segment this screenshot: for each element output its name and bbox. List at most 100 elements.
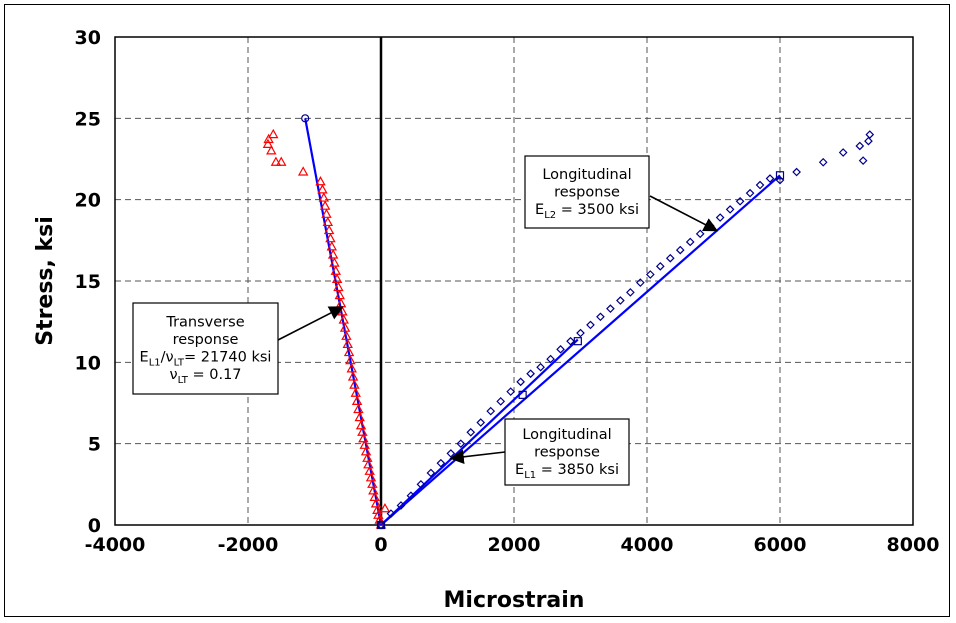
data-point-triangle (355, 420, 367, 430)
data-point-triangle (372, 504, 383, 514)
data-point-diamond (556, 344, 565, 354)
data-point-diamond (745, 188, 755, 198)
data-point-triangle (354, 411, 365, 422)
plot-area-border (114, 36, 914, 526)
fit-line (380, 174, 781, 526)
fit-line (380, 338, 579, 526)
data-point-triangle (263, 133, 274, 144)
data-point-triangle (270, 156, 282, 166)
data-point-diamond (645, 270, 655, 279)
data-point-diamond (386, 509, 396, 518)
annotation-text: Transverse (165, 315, 244, 331)
x-tick-label: 4000 (621, 534, 674, 556)
data-point-triangle (330, 265, 342, 275)
data-point-diamond (792, 167, 801, 177)
data-point-triangle (360, 446, 372, 456)
data-point-triangle (369, 491, 380, 501)
data-point-diamond (675, 245, 685, 255)
axes: -4000 -2000 0 2000 4000 6000 8000 0 5 10 15 20 25 30 (75, 27, 940, 556)
data-point-triangle (367, 478, 378, 488)
annotation-box (524, 155, 650, 229)
data-point-triangle (334, 289, 345, 300)
annotation-text: νLT = 0.17 (169, 367, 241, 386)
y-tick-label: 0 (88, 515, 101, 537)
y-tick-label: 25 (75, 108, 101, 130)
data-point-square (775, 171, 785, 180)
data-point-diamond (526, 369, 535, 379)
y-tick-label: 15 (75, 271, 101, 293)
data-point-triangle (262, 138, 274, 148)
data-point-triangle (333, 281, 344, 292)
data-point-diamond (715, 213, 725, 222)
data-point-triangle (331, 273, 343, 283)
data-point-triangle (373, 509, 384, 519)
annotation-text: EL1 = 3850 ksi (515, 462, 619, 481)
data-point-triangle (339, 322, 351, 332)
data-point-diamond (426, 468, 436, 478)
annotation-text: EL2 = 3500 ksi (535, 202, 639, 221)
data-point-diamond (466, 427, 476, 437)
data-point-diamond (476, 418, 486, 427)
data-point-triangle (347, 371, 359, 381)
annotation-text: Longitudinal (542, 167, 631, 183)
data-point-diamond (576, 328, 585, 338)
data-point-diamond (855, 141, 865, 151)
data-point-triangle (323, 224, 335, 235)
annotation-text: response (173, 332, 239, 348)
fit-line (304, 118, 383, 526)
data-point-diamond (765, 174, 775, 183)
x-tick-label: 8000 (887, 534, 940, 556)
annotation-arrow (649, 195, 719, 232)
data-point-diamond (864, 136, 873, 146)
annotation-arrow (277, 306, 344, 341)
x-tick-label: 0 (374, 534, 387, 556)
data-point-diamond (735, 196, 745, 206)
data-point-triangle (346, 363, 357, 373)
y-tick-label: 10 (75, 352, 101, 374)
data-point-diamond (566, 336, 575, 346)
data-point-diamond (486, 406, 496, 416)
data-point-triangle (364, 465, 375, 475)
data-point-triangle (353, 403, 364, 414)
data-point-diamond (858, 156, 868, 165)
data-point-triangle (297, 166, 309, 176)
y-tick-label: 20 (75, 190, 101, 212)
annotation-text: Longitudinal (522, 427, 611, 443)
data-point-triangle (319, 200, 331, 210)
data-point-diamond (606, 304, 615, 314)
data-point-triangle (329, 257, 340, 267)
data-point-triangle (362, 452, 373, 462)
data-point-triangle (370, 498, 382, 508)
data-point-triangle (350, 387, 361, 397)
data-point-square (518, 390, 527, 399)
data-point-diamond (596, 312, 605, 322)
data-point-triangle (317, 184, 328, 194)
y-tick-label: 5 (88, 434, 101, 456)
data-point-diamond (456, 439, 466, 449)
data-point-diamond (865, 130, 875, 139)
data-point-diamond (436, 458, 446, 468)
data-point-square (573, 337, 582, 346)
data-point-triangle (315, 176, 326, 186)
data-point-diamond (586, 320, 595, 330)
data-point-triangle (343, 346, 355, 357)
data-point-triangle (357, 426, 368, 436)
data-point-diamond (685, 237, 695, 247)
data-point-circle (376, 520, 386, 530)
y-axis-title: Stress, ksi (33, 216, 58, 346)
data-point-diamond (655, 262, 665, 271)
data-point-circle (301, 114, 310, 123)
data-points (262, 114, 875, 530)
data-point-diamond (406, 491, 416, 501)
data-point-diamond (516, 377, 525, 387)
annotation-text: response (554, 184, 620, 200)
data-point-triangle (268, 128, 279, 139)
fit-lines (304, 118, 781, 526)
data-point-diamond (626, 288, 635, 297)
data-point-diamond (536, 362, 545, 372)
data-point-triangle (345, 354, 356, 365)
annotation-arrow (449, 449, 506, 464)
data-point-triangle (342, 338, 353, 349)
